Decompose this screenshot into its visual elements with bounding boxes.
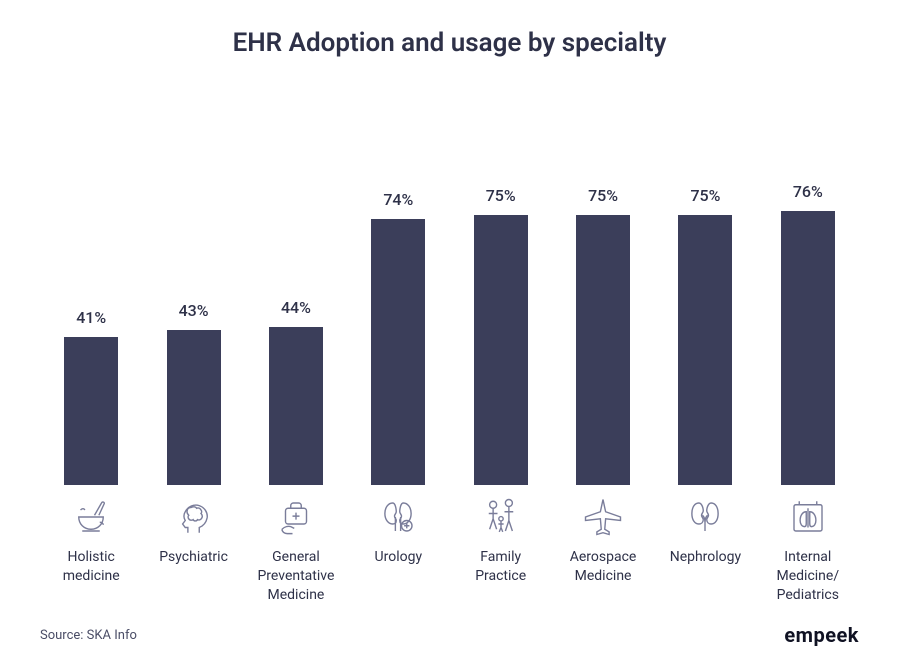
- icons-row: [40, 492, 859, 542]
- bar-column: 43%: [142, 301, 244, 485]
- category-label: Internal Medicine/ Pediatrics: [757, 548, 859, 605]
- bar: [781, 211, 835, 485]
- category-label: Aerospace Medicine: [552, 548, 654, 605]
- bar-column: 74%: [347, 190, 449, 485]
- bar-value-label: 75%: [588, 186, 618, 205]
- bar: [474, 215, 528, 485]
- bar-column: 44%: [245, 298, 347, 485]
- brand-logo: empeek: [784, 623, 859, 647]
- bar: [576, 215, 630, 485]
- category-label: Psychiatric: [142, 548, 244, 605]
- bar-value-label: 76%: [793, 182, 823, 201]
- chart-title: EHR Adoption and usage by specialty: [0, 0, 899, 58]
- bar: [678, 215, 732, 485]
- bar-column: 75%: [552, 186, 654, 485]
- family-icon: [450, 492, 552, 542]
- bar-chart: 41% 43% 44% 74% 75% 75% 75% 76%: [40, 95, 859, 485]
- bar-value-label: 41%: [76, 308, 106, 327]
- mortar-pestle-icon: [40, 492, 142, 542]
- bar-column: 41%: [40, 308, 142, 485]
- bar: [371, 219, 425, 485]
- category-label: General Preventative Medicine: [245, 548, 347, 605]
- bar-value-label: 75%: [690, 186, 720, 205]
- kidneys-icon: [347, 492, 449, 542]
- source-text: Source: SKA Info: [40, 628, 137, 643]
- labels-row: Holistic medicinePsychiatricGeneral Prev…: [40, 548, 859, 605]
- bar-value-label: 74%: [383, 190, 413, 209]
- first-aid-kit-icon: [245, 492, 347, 542]
- bar: [64, 337, 118, 485]
- category-label: Urology: [347, 548, 449, 605]
- bar-column: 76%: [757, 182, 859, 485]
- kidneys-alt-icon: [654, 492, 756, 542]
- category-label: Holistic medicine: [40, 548, 142, 605]
- brain-head-icon: [142, 492, 244, 542]
- airplane-icon: [552, 492, 654, 542]
- bar: [167, 330, 221, 485]
- category-label: Nephrology: [654, 548, 756, 605]
- category-label: Family Practice: [450, 548, 552, 605]
- xray-lungs-icon: [757, 492, 859, 542]
- bar: [269, 327, 323, 485]
- bar-column: 75%: [450, 186, 552, 485]
- bar-value-label: 43%: [179, 301, 209, 320]
- bar-column: 75%: [654, 186, 756, 485]
- bar-value-label: 44%: [281, 298, 311, 317]
- bar-value-label: 75%: [486, 186, 516, 205]
